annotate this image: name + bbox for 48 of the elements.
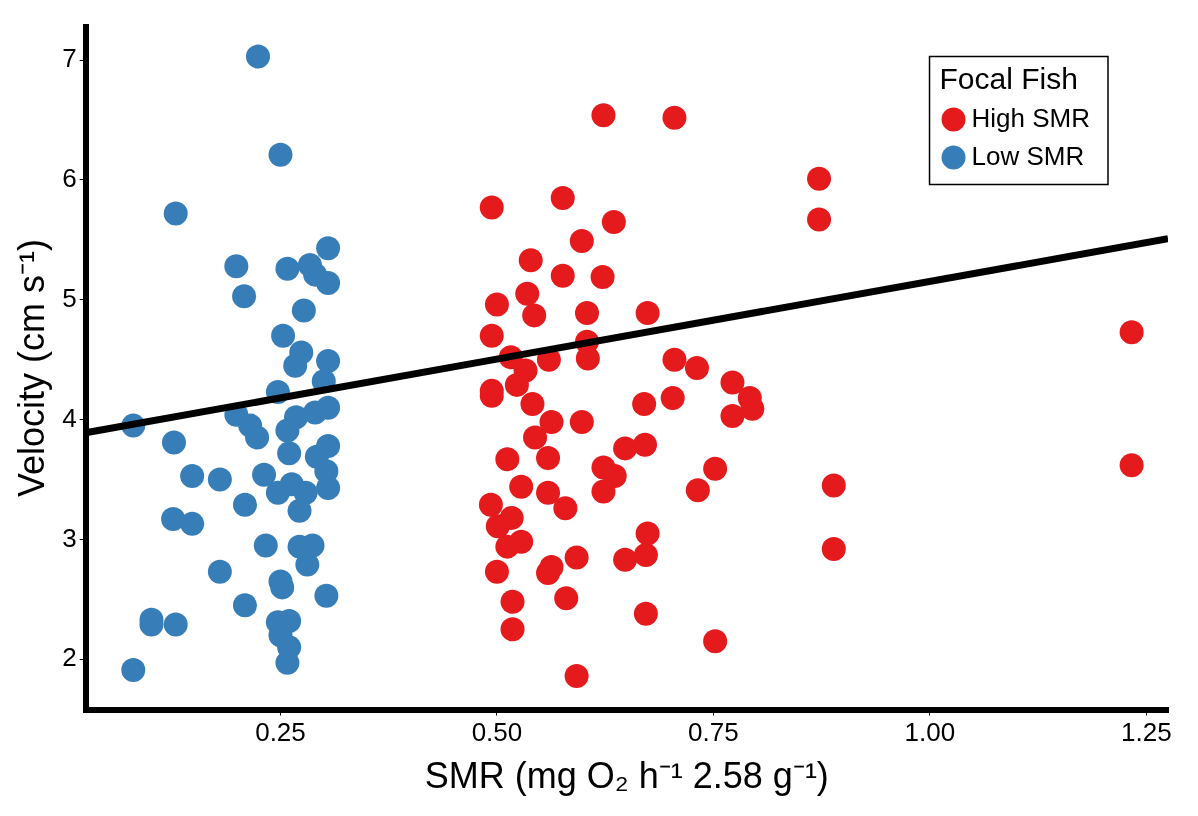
point	[245, 44, 270, 69]
point	[268, 142, 293, 167]
y-tick-label: 6	[62, 163, 77, 194]
point	[163, 201, 188, 226]
point	[316, 475, 341, 500]
y-tick-label: 4	[62, 402, 77, 433]
point	[316, 348, 341, 373]
y-tick-label: 3	[62, 522, 77, 553]
point	[316, 395, 341, 420]
point	[180, 511, 205, 536]
point	[163, 612, 188, 637]
point	[180, 463, 205, 488]
point	[275, 418, 300, 443]
x-tick-label: 0.75	[688, 717, 739, 748]
legend-title: Focal Fish	[939, 61, 1078, 95]
point	[316, 236, 341, 261]
point	[232, 492, 257, 517]
point	[232, 593, 257, 618]
point	[121, 658, 146, 683]
point	[232, 284, 257, 309]
point	[291, 298, 316, 323]
x-tick-label: 0.25	[255, 717, 306, 748]
y-tick-label: 2	[62, 642, 77, 673]
y-tick-label: 5	[62, 282, 77, 313]
point	[245, 425, 270, 450]
point	[277, 441, 302, 466]
point	[316, 271, 341, 296]
point	[314, 583, 339, 608]
point	[224, 254, 249, 279]
point	[161, 430, 186, 455]
point	[253, 533, 278, 558]
point	[252, 462, 277, 487]
point	[161, 507, 186, 532]
x-tick-label: 1.00	[904, 717, 956, 748]
legend-label: High SMR	[971, 102, 1091, 133]
point	[275, 256, 300, 281]
y-tick-label: 7	[62, 43, 77, 74]
point	[207, 467, 232, 492]
x-tick-label: 0.50	[471, 717, 523, 748]
point	[207, 559, 232, 584]
point	[316, 433, 341, 458]
point	[283, 353, 308, 378]
x-tick-label: 1.25	[1121, 717, 1172, 748]
point	[287, 498, 312, 523]
y-axis-title: Velocity (cm s⁻¹)	[10, 239, 52, 498]
legend-label: Low SMR	[971, 140, 1085, 171]
x-axis-title: SMR (mg O₂ h⁻¹ 2.58 g⁻¹)	[424, 755, 829, 797]
point	[271, 323, 296, 348]
